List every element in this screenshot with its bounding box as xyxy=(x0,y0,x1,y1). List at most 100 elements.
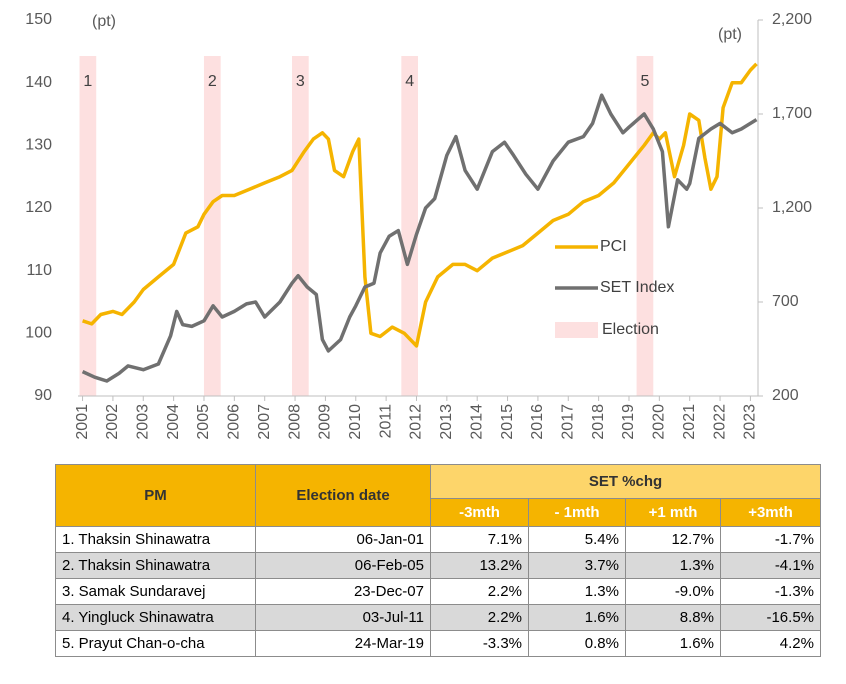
x-tick-label: 2023 xyxy=(742,404,759,440)
table-cell: 5. Prayut Chan-o-cha xyxy=(55,630,256,657)
table-cell: 5.4% xyxy=(528,526,626,553)
table-cell: -1.7% xyxy=(720,526,821,553)
table-cell: 06-Feb-05 xyxy=(255,552,431,579)
table-cell: 03-Jul-11 xyxy=(255,604,431,631)
y2-tick-label: 200 xyxy=(772,387,799,404)
y2-tick-label: 1,200 xyxy=(772,199,812,216)
x-tick-label: 2001 xyxy=(74,404,91,440)
table-cell: 8.8% xyxy=(625,604,721,631)
band-label: 5 xyxy=(640,73,649,90)
x-tick-label: 2018 xyxy=(590,404,607,440)
table-cell: 13.2% xyxy=(430,552,529,579)
table-cell: 12.7% xyxy=(625,526,721,553)
legend-swatch xyxy=(555,322,598,338)
table-row: 1. Thaksin Shinawatra 06-Jan-01 7.1% 5.4% 12… xyxy=(55,526,821,553)
election-band xyxy=(401,56,418,396)
x-tick-label: 2013 xyxy=(438,404,455,440)
table-cell: 2.2% xyxy=(430,604,529,631)
table-cell: 4. Yingluck Shinawatra xyxy=(55,604,256,631)
series-line xyxy=(81,93,758,383)
table-cell: -16.5% xyxy=(720,604,821,631)
legend-label: SET Index xyxy=(600,279,674,296)
legend-label: PCI xyxy=(600,238,627,255)
subheader-cell: +1 mth xyxy=(625,498,721,527)
x-tick-label: 2020 xyxy=(651,404,668,440)
x-tick-label: 2003 xyxy=(134,404,151,440)
y-tick-label: 90 xyxy=(34,387,52,404)
table-cell: 24-Mar-19 xyxy=(255,630,431,657)
subheader-cell: +3mth xyxy=(720,498,821,527)
y2-tick-label: 1,700 xyxy=(772,105,812,122)
y-tick-label: 150 xyxy=(25,11,52,28)
table-cell: 4.2% xyxy=(720,630,821,657)
y-unit: (pt) xyxy=(92,13,116,30)
subheader-cell: -3mth xyxy=(430,498,529,527)
election-band xyxy=(79,56,97,396)
x-tick-label: 2019 xyxy=(620,404,637,440)
x-tick-label: 2007 xyxy=(256,404,273,440)
y2-unit: (pt) xyxy=(718,26,742,43)
band-label: 3 xyxy=(296,73,305,90)
y-tick-label: 140 xyxy=(25,74,52,91)
header-cell: Election date xyxy=(255,464,431,527)
table-cell: 0.8% xyxy=(528,630,626,657)
x-tick-label: 2012 xyxy=(408,404,425,440)
table-row: 2. Thaksin Shinawatra 06-Feb-05 13.2% 3.7% 1… xyxy=(55,552,821,579)
y2-tick-label: 2,200 xyxy=(772,11,812,28)
subheader-row: -3mth - 1mth +1 mth +3mth xyxy=(56,498,821,527)
table-cell: 3.7% xyxy=(528,552,626,579)
table: PM Election date SET %chg -3mth - 1mth +1 mth… xyxy=(55,464,821,657)
band-label: 1 xyxy=(83,73,92,90)
x-tick-label: 2017 xyxy=(559,404,576,440)
table-cell: 7.1% xyxy=(430,526,529,553)
x-tick-label: 2011 xyxy=(377,404,394,439)
table-cell: -9.0% xyxy=(625,578,721,605)
x-tick-label: 2021 xyxy=(681,404,698,440)
x-tick-label: 2004 xyxy=(165,404,182,440)
band-label: 2 xyxy=(208,73,217,90)
table-cell: 2. Thaksin Shinawatra xyxy=(55,552,256,579)
y-tick-label: 100 xyxy=(25,325,52,342)
y-tick-label: 130 xyxy=(25,137,52,154)
table-cell: 23-Dec-07 xyxy=(255,578,431,605)
y-tick-label: 120 xyxy=(25,199,52,216)
table-row: 3. Samak Sundaravej 23-Dec-07 2.2% 1.3% -9.0… xyxy=(55,578,821,605)
election-band xyxy=(203,56,221,396)
table-cell: 1.3% xyxy=(528,578,626,605)
table-cell: 1. Thaksin Shinawatra xyxy=(55,526,256,553)
band-label: 4 xyxy=(405,73,414,90)
x-tick-label: 2010 xyxy=(347,404,364,440)
legend-label: Election xyxy=(602,321,659,338)
table-cell: 3. Samak Sundaravej xyxy=(55,578,256,605)
table-cell: 1.6% xyxy=(528,604,626,631)
series-line xyxy=(82,62,758,348)
x-tick-label: 2014 xyxy=(468,404,485,440)
x-tick-label: 2006 xyxy=(226,404,243,440)
table-cell: 1.6% xyxy=(625,630,721,657)
header-cell: SET %chg xyxy=(430,464,821,499)
table-cell: -1.3% xyxy=(720,578,821,605)
chart: (pt) (pt) 1 2 3 4 5 90 100 110 120 130 140 150 200 70… xyxy=(25,11,812,440)
x-tick-label: 2009 xyxy=(317,404,334,440)
table-cell: -3.3% xyxy=(430,630,529,657)
election-band xyxy=(292,56,309,396)
election-band xyxy=(636,56,654,396)
table-cell: 2.2% xyxy=(430,578,529,605)
table-cell: 1.3% xyxy=(625,552,721,579)
x-tick-label: 2016 xyxy=(529,404,546,440)
x-tick-label: 2022 xyxy=(711,404,728,440)
header-cell: PM xyxy=(55,464,256,527)
x-tick-label: 2015 xyxy=(499,404,516,440)
y2-tick-label: 700 xyxy=(772,293,799,310)
table-cell: -4.1% xyxy=(720,552,821,579)
table-row: 4. Yingluck Shinawatra 03-Jul-11 2.2% 1.6% 8… xyxy=(55,604,821,631)
subheader-cell: - 1mth xyxy=(528,498,626,527)
x-tick-label: 2002 xyxy=(104,404,121,440)
y-tick-label: 110 xyxy=(26,262,52,279)
x-tick-label: 2008 xyxy=(286,404,303,440)
table-row: 5. Prayut Chan-o-cha 24-Mar-19 -3.3% 0.8% 1.… xyxy=(55,630,821,657)
table-cell: 06-Jan-01 xyxy=(255,526,431,553)
header-row: PM Election date SET %chg xyxy=(55,464,821,527)
x-tick-label: 2005 xyxy=(195,404,212,440)
